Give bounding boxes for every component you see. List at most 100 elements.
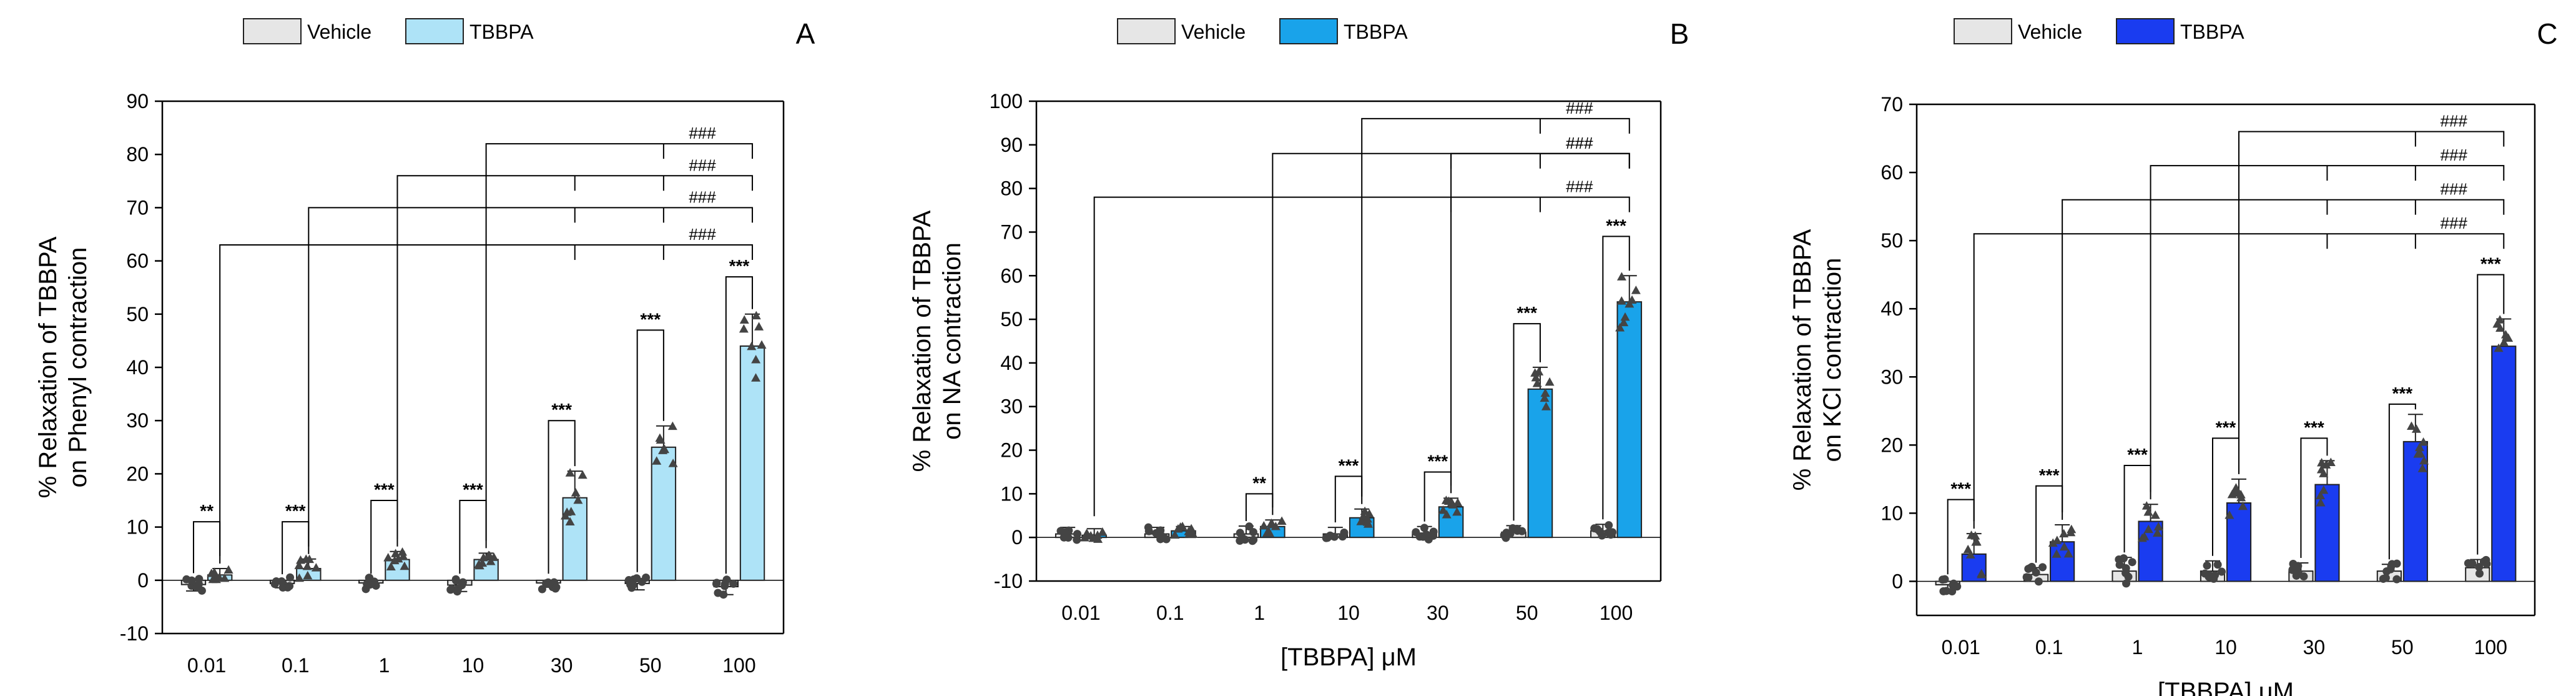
data-point-tbbpa	[656, 435, 666, 444]
bar-tbbpa	[739, 345, 765, 581]
data-point-tbbpa	[573, 495, 583, 504]
x-tick-label: 0.01	[1061, 602, 1100, 624]
significance-label: ***	[2304, 417, 2324, 437]
legend-label-vehicle: Vehicle	[2018, 21, 2082, 43]
data-point-tbbpa	[305, 554, 315, 564]
data-point-tbbpa	[668, 459, 678, 467]
y-tick-label: 100	[990, 90, 1023, 112]
x-tick-label: 0.01	[1942, 636, 1980, 659]
data-point-vehicle	[2128, 558, 2136, 567]
data-point-tbbpa	[2494, 343, 2504, 352]
significance-label: **	[200, 501, 214, 520]
data-point-tbbpa	[474, 560, 484, 569]
bar-tbbpa	[2491, 346, 2517, 582]
data-point-tbbpa	[739, 324, 749, 333]
significance-label: ***	[374, 480, 395, 499]
significance-bracket	[2477, 274, 2505, 555]
data-point-tbbpa	[1093, 530, 1103, 539]
y-tick-label: 80	[126, 143, 149, 166]
data-point-vehicle	[1064, 534, 1073, 542]
y-tick-label: 0	[1892, 570, 1903, 592]
data-point-vehicle	[1237, 533, 1246, 542]
data-point-vehicle	[2217, 567, 2226, 576]
x-tick-label: 50	[1516, 602, 1538, 624]
data-point-tbbpa	[1262, 528, 1272, 537]
data-point-vehicle	[2121, 569, 2130, 577]
data-point-tbbpa	[2143, 524, 2153, 534]
data-point-vehicle	[2379, 574, 2387, 583]
significance-bracket	[2388, 403, 2416, 560]
group-bracket	[2062, 199, 2505, 512]
data-point-tbbpa	[2152, 528, 2162, 537]
data-point-vehicle	[2479, 557, 2488, 566]
data-point-tbbpa	[2153, 522, 2163, 530]
x-tick-label: 30	[551, 654, 573, 677]
x-tick-label: 0.01	[187, 654, 226, 677]
data-point-tbbpa	[390, 555, 400, 565]
y-axis-label-line1: % Relaxation of TBBPA	[908, 210, 936, 472]
data-point-vehicle	[1953, 582, 1962, 591]
data-point-tbbpa	[1540, 388, 1550, 397]
y-tick-label: 20	[126, 462, 149, 485]
data-point-tbbpa	[2141, 501, 2151, 510]
significance-label: ***	[551, 400, 572, 419]
group-bracket	[1450, 152, 1630, 486]
data-point-tbbpa	[2411, 424, 2421, 433]
data-point-tbbpa	[220, 573, 230, 582]
group-bracket	[1361, 117, 1630, 497]
significance-label: ***	[729, 256, 750, 276]
legend-swatch-vehicle	[243, 18, 302, 44]
data-point-tbbpa	[2140, 532, 2150, 540]
data-point-tbbpa	[1362, 517, 1372, 526]
data-point-vehicle	[1249, 528, 1257, 537]
data-point-tbbpa	[2499, 337, 2509, 346]
group-bracket	[2238, 131, 2505, 467]
data-point-vehicle	[1606, 530, 1615, 539]
data-point-vehicle	[637, 577, 646, 586]
legend-swatch-vehicle	[1954, 18, 2012, 44]
data-point-tbbpa	[484, 550, 494, 560]
data-point-tbbpa	[1620, 312, 1630, 321]
data-point-tbbpa	[2227, 489, 2237, 499]
bar-tbbpa	[1527, 388, 1553, 539]
data-point-tbbpa	[1616, 272, 1626, 281]
data-point-vehicle	[2115, 560, 2124, 569]
data-point-tbbpa	[565, 517, 575, 525]
data-point-tbbpa	[2406, 421, 2416, 430]
legend-label-vehicle: Vehicle	[1181, 21, 1246, 43]
data-point-tbbpa	[2413, 449, 2423, 458]
y-tick-label: 10	[126, 516, 149, 539]
data-point-vehicle	[1429, 531, 1438, 540]
data-point-vehicle	[2292, 571, 2301, 580]
data-point-vehicle	[2038, 563, 2047, 572]
x-tick-label: 100	[2474, 636, 2507, 659]
data-point-tbbpa	[1534, 367, 1544, 375]
significance-bracket	[548, 420, 576, 574]
group-bracket-label: ###	[2441, 146, 2468, 164]
legend: Vehicle TBBPA	[1117, 18, 1408, 44]
data-point-tbbpa	[659, 444, 669, 454]
data-point-tbbpa	[1977, 569, 1987, 577]
data-point-vehicle	[722, 575, 731, 584]
data-point-vehicle	[187, 576, 196, 585]
significance-bracket	[1602, 236, 1630, 520]
data-point-vehicle	[2392, 575, 2401, 584]
data-point-vehicle	[1948, 587, 1957, 595]
data-point-tbbpa	[751, 311, 761, 320]
data-point-tbbpa	[1447, 497, 1457, 507]
data-point-vehicle	[278, 583, 287, 592]
data-point-vehicle	[1340, 528, 1349, 537]
data-point-tbbpa	[1625, 299, 1635, 308]
data-point-tbbpa	[303, 570, 313, 580]
data-point-tbbpa	[561, 511, 571, 520]
data-point-vehicle	[285, 582, 294, 590]
x-tick-label: 30	[1427, 602, 1449, 624]
data-point-vehicle	[363, 580, 371, 589]
significance-label: ***	[1606, 216, 1626, 235]
data-point-vehicle	[712, 579, 721, 587]
data-point-tbbpa	[571, 488, 581, 497]
x-tick-label: 0.1	[282, 654, 309, 677]
data-point-tbbpa	[2419, 455, 2429, 465]
group-bracket-label: ###	[689, 225, 716, 244]
data-point-tbbpa	[386, 562, 396, 570]
